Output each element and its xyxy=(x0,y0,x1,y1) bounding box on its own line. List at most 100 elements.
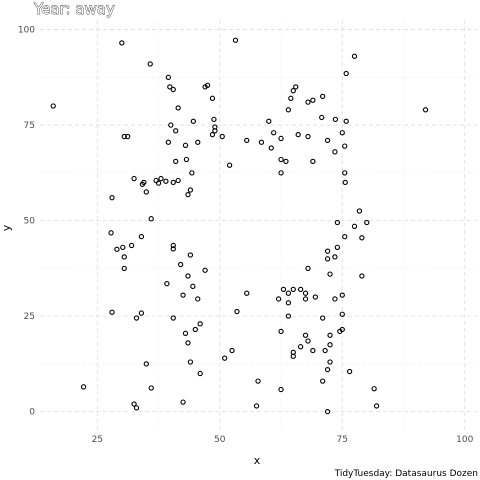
data-point xyxy=(295,131,301,138)
data-point xyxy=(109,309,115,315)
data-point xyxy=(163,178,169,184)
data-point xyxy=(128,242,135,249)
data-point xyxy=(121,265,127,272)
data-point xyxy=(312,294,318,300)
data-point xyxy=(290,88,296,94)
data-point xyxy=(302,290,309,296)
data-point xyxy=(332,254,338,260)
data-point xyxy=(185,191,191,198)
data-point xyxy=(180,399,186,405)
data-point xyxy=(120,244,126,251)
data-point xyxy=(133,405,140,411)
data-point xyxy=(244,290,250,296)
data-point xyxy=(342,143,348,149)
data-point xyxy=(322,347,328,354)
y-tick-label: 50 xyxy=(24,217,36,227)
data-point xyxy=(327,332,333,338)
data-point xyxy=(155,180,162,186)
data-point xyxy=(114,246,120,252)
data-point xyxy=(278,170,284,176)
y-tick-label: 0 xyxy=(29,408,35,418)
data-point xyxy=(133,315,140,321)
data-point xyxy=(275,296,282,302)
data-point xyxy=(187,187,194,193)
data-point xyxy=(373,403,380,409)
data-point xyxy=(209,131,216,138)
data-point xyxy=(197,321,203,327)
data-point xyxy=(131,175,137,182)
data-point xyxy=(339,326,345,333)
data-point xyxy=(302,296,309,302)
data-point xyxy=(143,361,149,367)
chart-title: Year: away xyxy=(33,0,115,18)
y-tick-label: 25 xyxy=(24,312,35,322)
data-point xyxy=(175,177,181,184)
data-point xyxy=(50,103,56,109)
data-point xyxy=(195,296,201,302)
y-axis-label: y xyxy=(0,224,13,231)
data-point xyxy=(310,97,316,103)
data-point xyxy=(185,273,191,279)
y-tick-label: 75 xyxy=(24,121,35,131)
data-point xyxy=(190,118,196,124)
data-point xyxy=(293,84,299,90)
data-point xyxy=(209,95,216,101)
data-point xyxy=(165,74,172,80)
data-point xyxy=(283,158,289,165)
data-point xyxy=(170,242,176,249)
data-point xyxy=(280,286,287,293)
data-point xyxy=(143,189,149,195)
data-point xyxy=(170,246,176,252)
data-point xyxy=(339,130,345,136)
x-tick-label: 75 xyxy=(337,435,348,445)
data-point xyxy=(148,385,154,391)
data-point xyxy=(278,386,284,393)
data-point xyxy=(232,37,239,43)
data-point xyxy=(158,175,164,182)
data-point xyxy=(305,133,311,140)
data-points xyxy=(50,37,429,415)
data-point xyxy=(356,208,363,214)
data-point xyxy=(185,340,191,346)
data-point xyxy=(285,290,292,296)
data-point xyxy=(278,328,284,335)
data-point xyxy=(121,133,127,140)
data-point xyxy=(167,84,173,90)
data-point xyxy=(320,315,326,321)
data-point xyxy=(342,179,348,186)
tick-labels: 25 50 75 100 0 25 50 75 100 xyxy=(18,26,474,445)
data-point xyxy=(271,130,277,136)
data-point xyxy=(334,244,341,251)
data-point xyxy=(253,403,260,409)
data-point xyxy=(190,283,196,289)
data-point xyxy=(334,219,341,226)
data-point xyxy=(346,368,353,375)
x-tick-label: 50 xyxy=(214,435,226,445)
data-point xyxy=(285,313,292,319)
data-point xyxy=(195,139,201,145)
data-point xyxy=(125,133,131,140)
data-point xyxy=(422,107,429,113)
data-point xyxy=(183,156,190,163)
data-point xyxy=(80,384,87,390)
data-point xyxy=(339,292,345,298)
data-point xyxy=(305,99,311,105)
data-point xyxy=(139,181,146,187)
data-point xyxy=(302,332,309,338)
data-point xyxy=(343,70,349,77)
data-point xyxy=(332,149,338,155)
y-tick-label: 100 xyxy=(18,26,35,36)
data-point xyxy=(266,118,272,124)
data-point xyxy=(138,310,145,316)
data-point xyxy=(182,142,189,148)
x-tick-label: 25 xyxy=(92,435,103,445)
data-point xyxy=(327,271,333,277)
gridlines xyxy=(40,20,477,430)
data-point xyxy=(371,386,377,392)
chart-caption: TidyTuesday: Datasaurus Dozen xyxy=(334,469,478,479)
data-point xyxy=(278,156,284,163)
data-point xyxy=(327,359,333,365)
data-point xyxy=(234,308,240,315)
data-point xyxy=(222,355,228,361)
